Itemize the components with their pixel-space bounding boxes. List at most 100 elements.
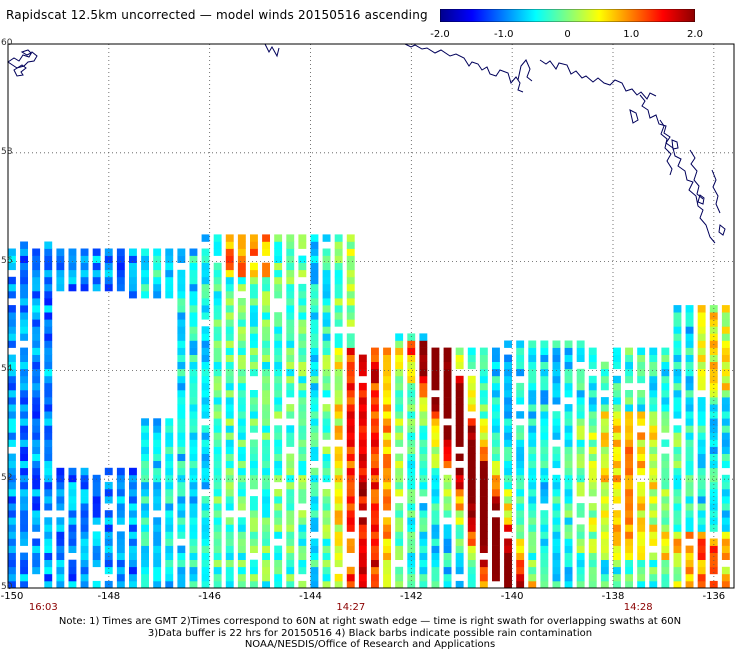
wind-cell [201,439,210,447]
wind-cell [395,545,404,553]
wind-cell [298,390,307,398]
wind-cell [116,262,125,271]
wind-cell [649,432,658,440]
wind-cell [80,489,89,497]
wind-cell [673,411,682,419]
wind-cell [298,319,307,327]
wind-cell [697,559,706,568]
wind-cell [358,446,367,454]
wind-cell [637,404,646,412]
wind-cell [407,496,416,504]
wind-cell [685,503,694,511]
wind-cell [80,255,89,263]
wind-cell [177,474,186,483]
wind-cell [588,467,597,476]
wind-cell [286,262,295,271]
wind-cell [141,446,149,454]
wind-cell [661,566,670,575]
wind-cell [467,474,476,483]
wind-cell [237,397,246,405]
wind-cell [407,545,416,553]
wind-cell [649,524,658,532]
wind-cell [371,559,379,568]
wind-cell [661,573,670,582]
wind-cell [153,291,162,299]
wind-cell [613,361,621,370]
wind-cell [721,432,730,440]
wind-cell [431,531,440,539]
wind-cell [407,446,416,454]
wind-cell [358,559,367,568]
wind-cell [177,390,186,398]
wind-cell [225,291,234,299]
wind-cell [129,566,137,575]
longitude-label: -142 [399,591,423,602]
wind-cell [564,481,573,490]
wind-cell [600,474,609,483]
wind-cell [141,276,149,285]
wind-cell [32,269,41,278]
wind-cell [334,474,343,483]
wind-cell [201,524,210,532]
wind-cell [237,375,246,384]
wind-cell [625,503,633,511]
wind-cell [20,439,28,447]
wind-cell [613,481,621,490]
wind-cell [661,552,670,560]
wind-cell [613,404,621,412]
wind-cell [189,489,198,497]
wind-cell [20,446,28,454]
wind-cell [492,545,500,553]
wind-cell [286,481,295,490]
wind-cell [649,425,658,433]
wind-cell [443,531,452,539]
wind-cell [673,538,682,546]
wind-cell [213,319,222,327]
wind-cell [177,481,186,490]
wind-cell [274,382,283,391]
wind-cell [467,347,476,355]
wind-cell [20,319,28,327]
wind-cell [371,517,379,525]
wind-cell [479,404,488,412]
wind-cell [600,467,609,476]
wind-cell [455,397,464,405]
wind-cell [443,538,452,546]
wind-cell [310,248,319,256]
wind-cell [371,573,379,582]
wind-cell [201,326,210,334]
wind-cell [371,347,379,355]
wind-cell [673,510,682,518]
wind-cell [32,411,41,419]
wind-cell [310,397,319,405]
wind-cell [371,538,379,546]
wind-cell [492,397,500,405]
wind-cell [697,453,706,461]
wind-cell [274,411,283,419]
wind-cell [504,524,512,532]
wind-cell [552,545,561,553]
wind-cell [225,382,234,391]
wind-cell [600,453,609,461]
wind-cell [189,573,198,582]
wind-cell [673,404,682,412]
wind-cell [129,269,137,278]
wind-cell [225,439,234,447]
wind-cell [552,517,561,525]
wind-cell [479,510,488,518]
wind-cell [141,474,149,483]
wind-cell [504,382,512,391]
wind-cell [250,467,258,476]
wind-cell [685,517,694,525]
wind-cell [516,489,525,497]
wind-cell [20,496,28,504]
wind-cell [407,559,416,568]
wind-cell [455,382,464,391]
wind-cell [201,425,210,433]
wind-cell [685,411,694,419]
wind-cell [358,368,367,377]
wind-cell [685,375,694,384]
wind-cell [298,545,307,553]
wind-cell [334,481,343,490]
wind-cell [262,326,270,334]
